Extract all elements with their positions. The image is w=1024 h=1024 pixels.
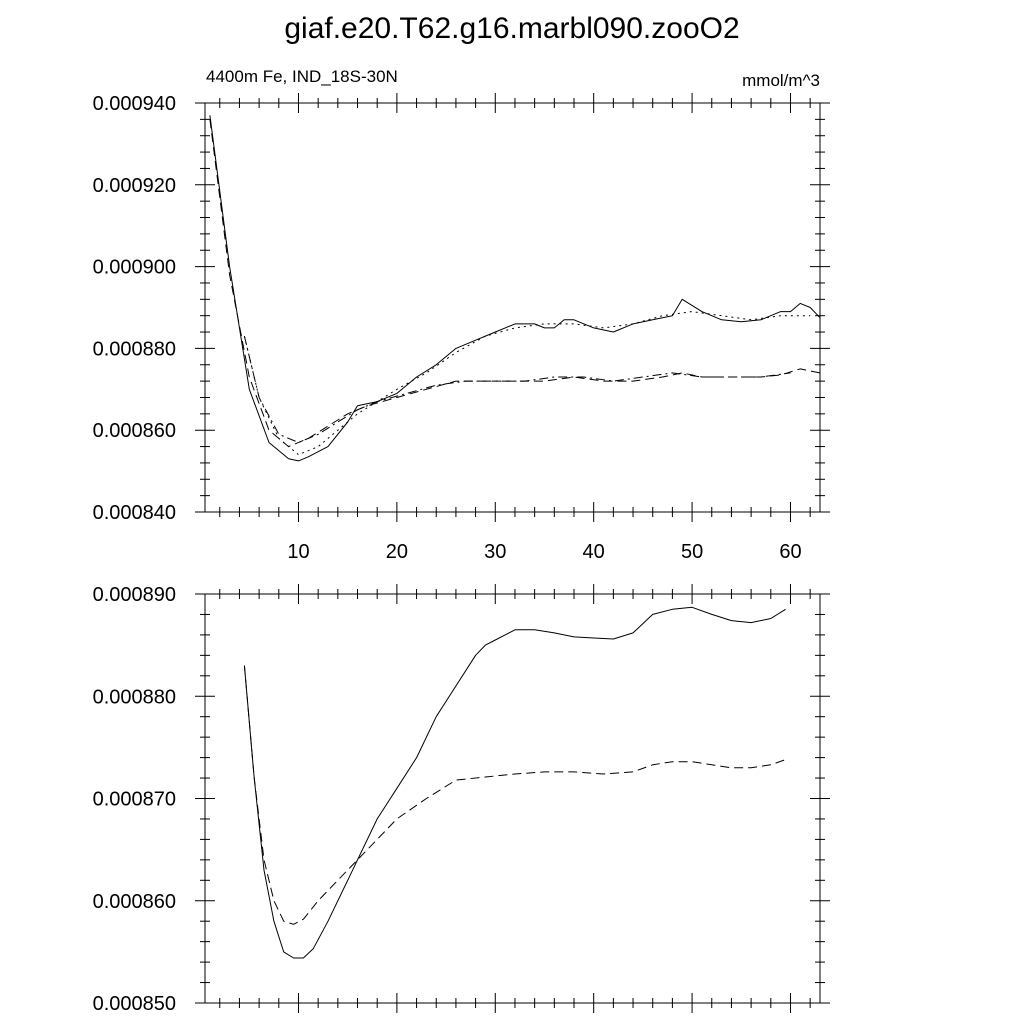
top-x-tick-label: 60 xyxy=(779,541,801,563)
top-series-line-dashdot xyxy=(243,335,791,443)
bottom-series-line-solid xyxy=(243,606,786,959)
top-series-line-dash xyxy=(209,119,821,448)
top-y-tick-label: 0.000940 xyxy=(93,93,176,115)
top-series-line-solid xyxy=(209,115,821,462)
bottom-y-tick-label: 0.000880 xyxy=(93,686,176,708)
top-y-tick-label: 0.000900 xyxy=(93,257,176,279)
top-y-tick-label: 0.000920 xyxy=(93,175,176,197)
top-panel-subtitle-right: mmol/m^3 xyxy=(742,71,820,90)
top-series-line-dot xyxy=(243,311,811,456)
top-plot-frame xyxy=(204,102,821,513)
top-panel-subtitle-left: 4400m Fe, IND_18S-30N xyxy=(206,67,398,86)
top-x-tick-label: 30 xyxy=(484,541,506,563)
bottom-plot-frame xyxy=(204,593,821,1004)
bottom-y-tick-label: 0.000860 xyxy=(93,891,176,913)
bottom-panel: 0.000850 0.000860 0.000870 0.000880 0.000890 xyxy=(93,584,830,1015)
top-y-tick-label: 0.000860 xyxy=(93,420,176,442)
top-x-tick-label: 50 xyxy=(681,541,703,563)
chart-title: giaf.e20.T62.g16.marbl090.zooO2 xyxy=(284,12,739,45)
top-panel: 4400m Fe, IND_18S-30N mmol/m^3 10 20 30 40 5… xyxy=(93,67,830,563)
top-x-tick-label: 40 xyxy=(583,541,605,563)
bottom-y-tick-label: 0.000850 xyxy=(93,993,176,1015)
bottom-y-tick-label: 0.000890 xyxy=(93,584,176,606)
top-x-tick-label: 20 xyxy=(386,541,408,563)
bottom-series-line-dash xyxy=(243,665,786,925)
top-y-tick-label: 0.000880 xyxy=(93,338,176,360)
top-x-tick-label: 10 xyxy=(287,541,309,563)
bottom-y-tick-label: 0.000870 xyxy=(93,789,176,811)
top-y-tick-label: 0.000840 xyxy=(93,502,176,524)
